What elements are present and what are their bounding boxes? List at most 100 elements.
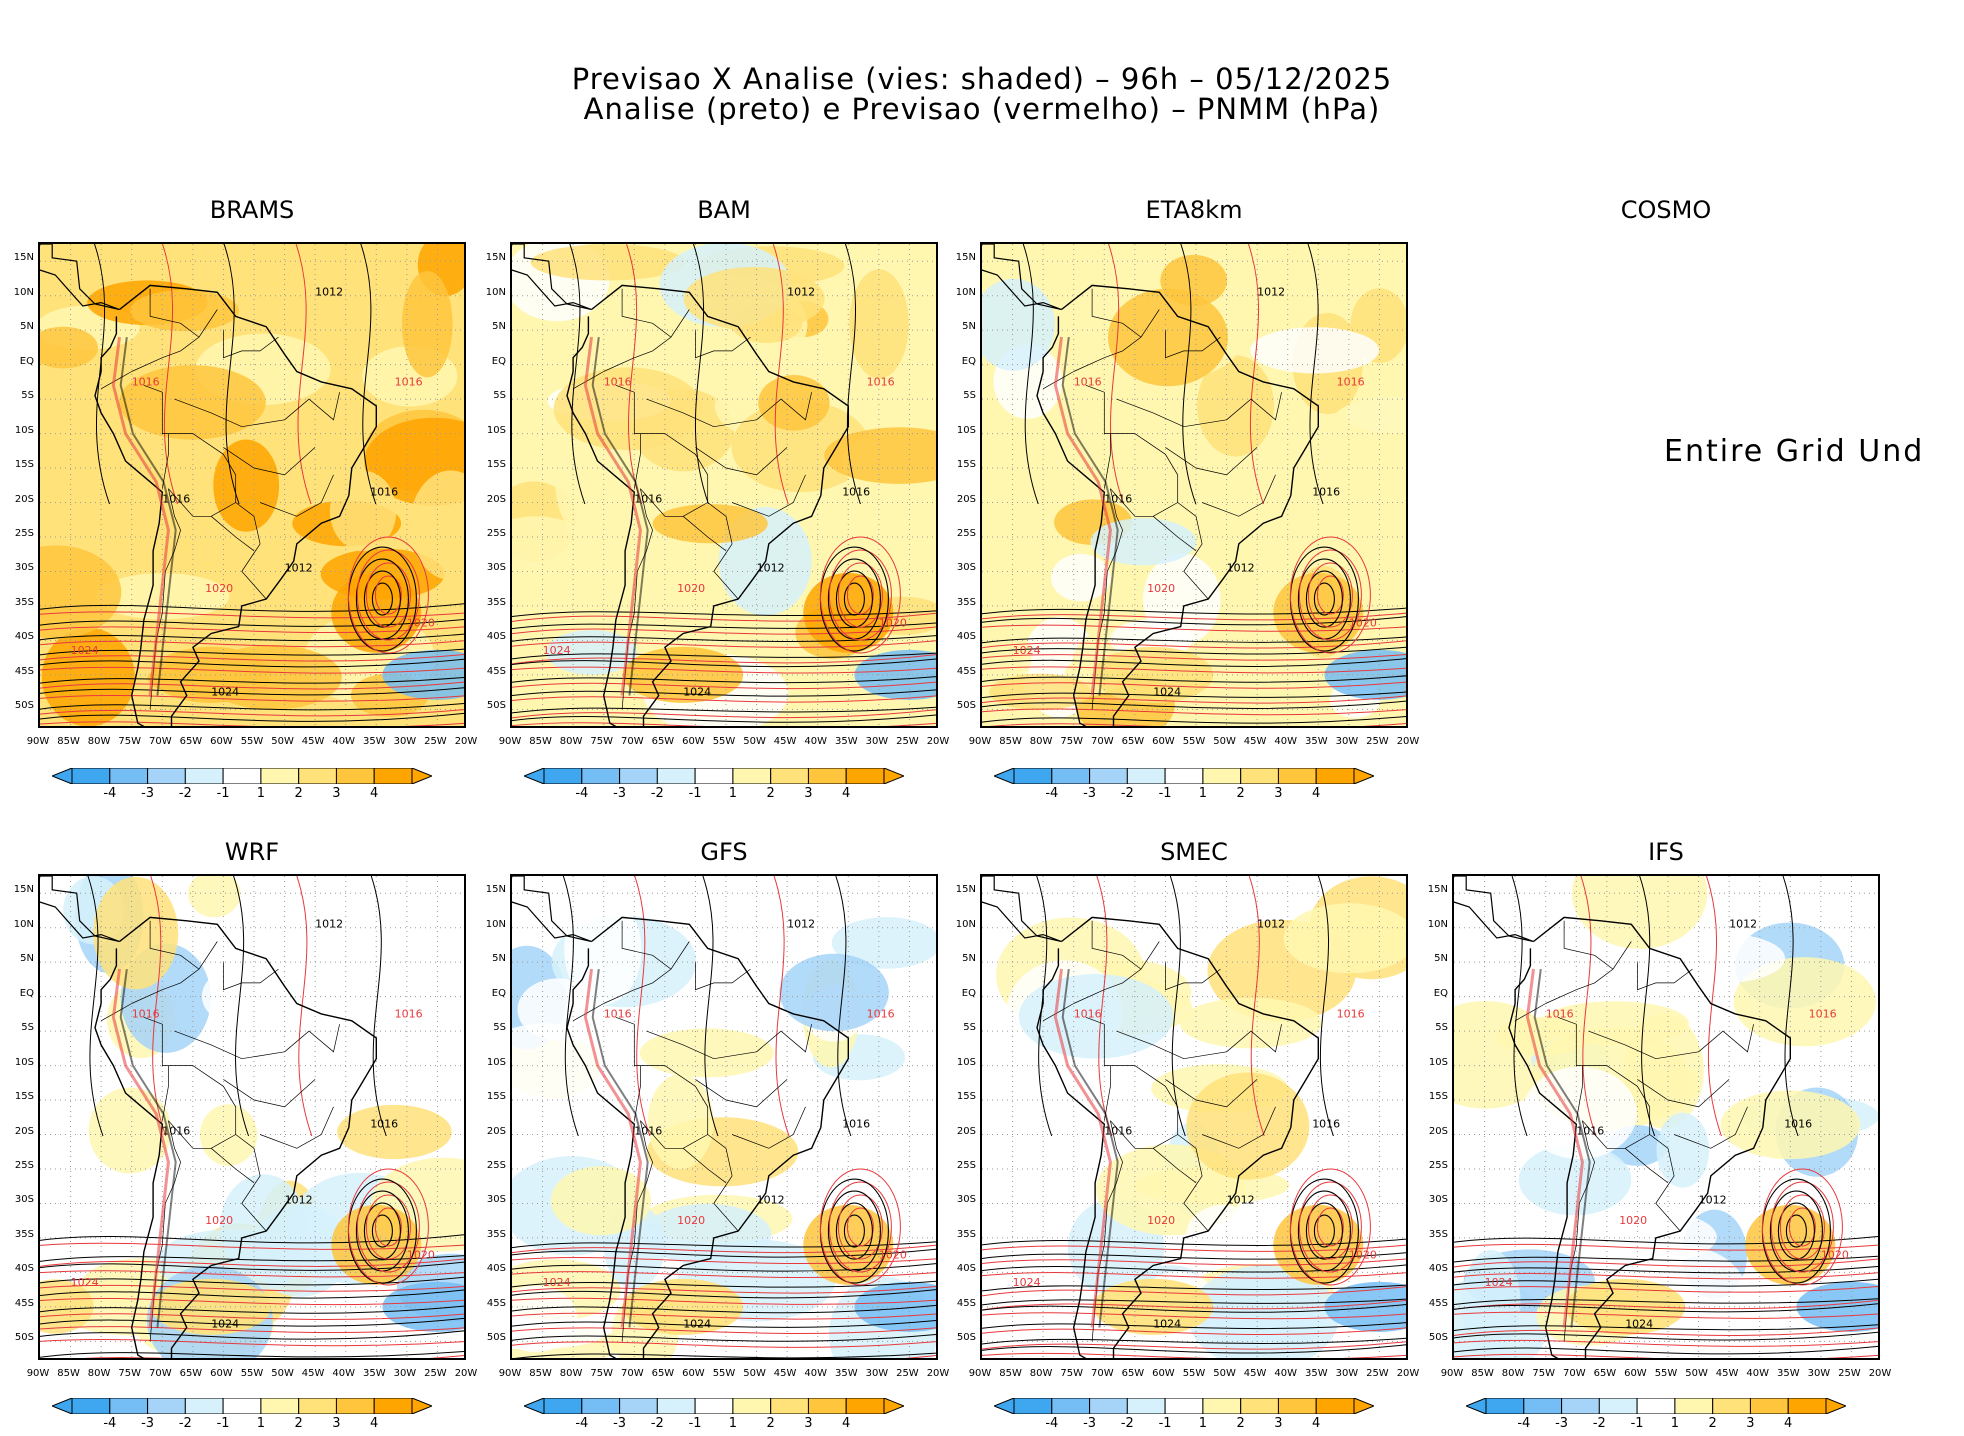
lat-tick-label: 10S bbox=[14, 424, 34, 436]
lon-tick-label: 40W bbox=[332, 1368, 355, 1379]
forecast-isobar bbox=[982, 1312, 1406, 1320]
colorbar-segment bbox=[1485, 1398, 1525, 1414]
lon-tick-label: 20W bbox=[454, 1368, 478, 1379]
country-border bbox=[1624, 1148, 1669, 1184]
lat-tick-label: 40S bbox=[486, 1263, 506, 1275]
country-border bbox=[174, 398, 285, 428]
colorbar-label: -1 bbox=[1158, 1416, 1172, 1431]
andes-analysis-contours bbox=[591, 336, 649, 696]
colorbar-label: 4 bbox=[370, 1416, 379, 1431]
forecast-contour-label: 1016 bbox=[1074, 375, 1102, 388]
country-border bbox=[1110, 488, 1178, 517]
country-border bbox=[695, 1079, 788, 1108]
colorbar-segment bbox=[1240, 768, 1279, 784]
forecast-high-contour bbox=[1307, 1194, 1353, 1260]
lon-tick-label: 60W bbox=[1624, 1368, 1647, 1379]
lat-tick-label: 15N bbox=[1427, 884, 1448, 896]
analysis-contour-label: 1024 bbox=[211, 686, 239, 699]
country-border bbox=[640, 488, 708, 517]
colorbar-segment bbox=[807, 1398, 847, 1414]
country-border bbox=[143, 1016, 267, 1232]
country-border bbox=[1637, 962, 1693, 991]
lat-tick-label: 20S bbox=[956, 493, 976, 505]
lat-tick-label: 20S bbox=[486, 1125, 506, 1137]
forecast-isobar bbox=[982, 1286, 1406, 1297]
forecast-isobar bbox=[40, 709, 464, 717]
lat-tick-label: 25S bbox=[1428, 1160, 1448, 1171]
map-brams: 1012 1016 1016 1020 1024 1024 1012 1016 1016 1020 bbox=[38, 242, 466, 728]
forecast-high-contour bbox=[1316, 1207, 1344, 1247]
analysis-high-contour bbox=[1313, 582, 1335, 616]
lon-tick-label: 75W bbox=[590, 1368, 613, 1379]
forecast-high-contour bbox=[819, 1168, 901, 1286]
colorbar-label: 4 bbox=[842, 1416, 851, 1431]
analysis-isobar bbox=[512, 1280, 936, 1288]
bias-shade-blob bbox=[639, 1028, 774, 1078]
colorbar-label: 1 bbox=[1198, 786, 1208, 801]
lat-tick-label: 45S bbox=[956, 665, 976, 677]
lat-tick-label: 50S bbox=[14, 700, 34, 712]
lat-tick-label: 25S bbox=[486, 528, 506, 539]
lat-tick-label: 5S bbox=[493, 1022, 506, 1034]
analysis-isobar bbox=[514, 1352, 936, 1358]
colorbar bbox=[52, 768, 432, 784]
bias-shade-blob bbox=[88, 1087, 172, 1174]
colorbar-end-right bbox=[883, 768, 904, 784]
lon-tick-label: 45W bbox=[1243, 736, 1267, 747]
forecast-isobar bbox=[982, 666, 1406, 674]
colorbar-label: -3 bbox=[141, 786, 155, 801]
lon-tick-label: 60W bbox=[682, 736, 705, 747]
colorbar-label: 3 bbox=[1274, 1416, 1283, 1431]
forecast-isobar bbox=[512, 681, 936, 690]
analysis-isobar bbox=[512, 1289, 936, 1299]
lon-tick-label: 80W bbox=[1029, 736, 1053, 747]
lat-tick-label: 40S bbox=[486, 631, 506, 643]
lat-tick-label: 15N bbox=[955, 884, 976, 896]
lon-tick-label: 40W bbox=[1274, 1368, 1297, 1379]
country-border bbox=[695, 330, 751, 359]
colorbar-label: 2 bbox=[294, 786, 303, 801]
lon-tick-label: 20W bbox=[454, 736, 478, 747]
analysis-isobar bbox=[40, 1289, 464, 1299]
lon-tick-label: 65W bbox=[1121, 736, 1145, 747]
lat-tick-label: 10N bbox=[13, 918, 34, 930]
bias-shade-blob bbox=[1179, 997, 1323, 1049]
lon-tick-label: 35W bbox=[362, 736, 386, 747]
forecast-contour-label: 1020 bbox=[879, 1249, 907, 1262]
map-canvas: 1012 1016 1016 1020 1024 1024 1012 1016 1016 1020 bbox=[1454, 876, 1878, 1358]
bias-shade-blob bbox=[151, 646, 272, 703]
andes-analysis-contours bbox=[1533, 968, 1591, 1328]
forecast-contour-label: 1020 bbox=[1147, 582, 1175, 595]
forecast-isobar bbox=[1454, 1258, 1878, 1268]
analysis-isobar bbox=[982, 1337, 1406, 1345]
analysis-contour-label: 1012 bbox=[1257, 286, 1285, 299]
country-border bbox=[633, 1065, 641, 1121]
country-border bbox=[1116, 1030, 1227, 1060]
lat-tick-label: 35S bbox=[14, 1228, 34, 1240]
forecast-isobar bbox=[982, 708, 1406, 716]
forecast-high-contour bbox=[828, 549, 892, 641]
forecast-contour-label: 1016 bbox=[1074, 1007, 1102, 1020]
colorbar-label: -2 bbox=[1120, 786, 1134, 801]
analysis-contour-label: 1012 bbox=[315, 918, 343, 931]
analysis-isobar bbox=[40, 603, 464, 612]
forecast-isobar bbox=[512, 626, 936, 635]
bias-shade-blob bbox=[1495, 1017, 1589, 1056]
lon-tick-label: 70W bbox=[620, 736, 644, 747]
analysis-isobar bbox=[982, 616, 1406, 626]
country-border bbox=[1673, 1106, 1748, 1149]
forecast-isobar bbox=[512, 1327, 936, 1334]
forecast-isobar bbox=[982, 624, 1406, 632]
map-canvas: 1012 1016 1016 1020 1024 1024 1012 1016 1016 1020 bbox=[512, 876, 936, 1358]
andes-forecast-contours bbox=[1053, 968, 1112, 1328]
lon-tick-label: 40W bbox=[332, 736, 355, 747]
south-america-coast bbox=[566, 916, 849, 1358]
isobar-line bbox=[296, 876, 313, 1137]
colorbar-segment bbox=[373, 768, 413, 784]
forecast-isobar bbox=[1454, 1299, 1878, 1311]
forecast-isobar bbox=[512, 1244, 936, 1254]
forecast-contour-label: 1024 bbox=[1013, 1276, 1041, 1289]
analysis-contour-label: 1024 bbox=[683, 686, 711, 699]
colorbar-segment bbox=[1126, 768, 1166, 784]
colorbar bbox=[524, 1398, 904, 1414]
